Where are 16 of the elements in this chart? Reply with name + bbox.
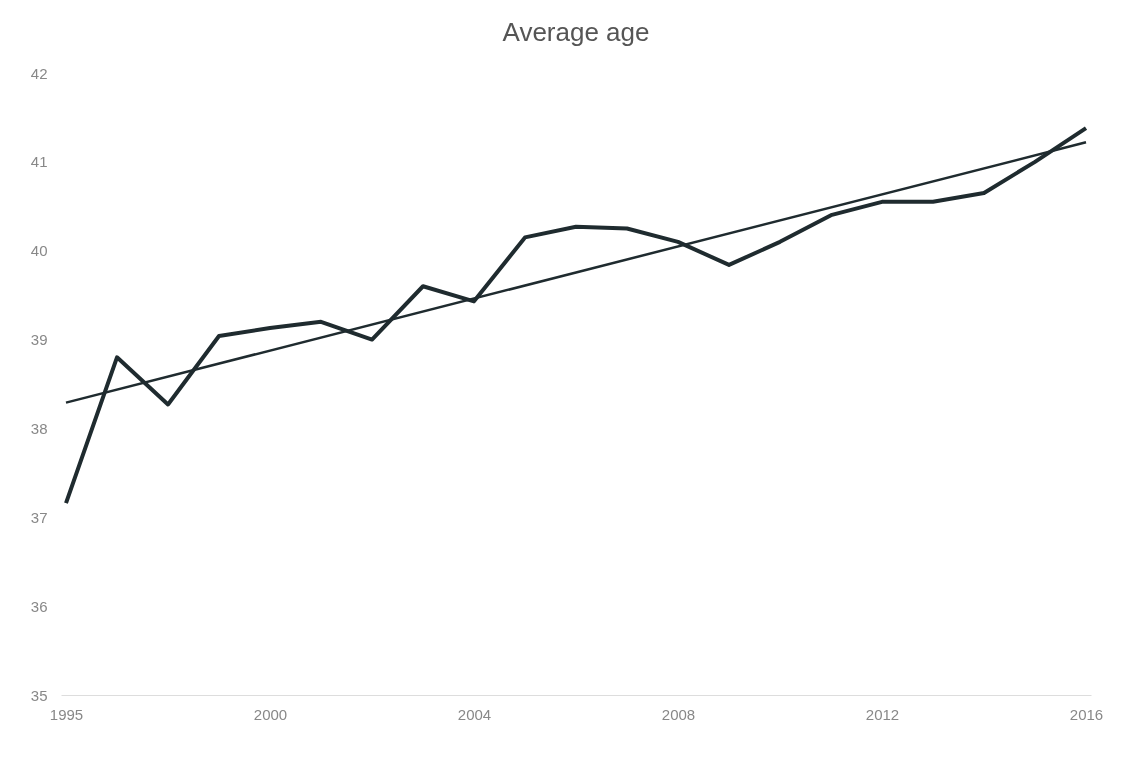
x-tick-label: 2000 <box>253 705 288 723</box>
y-tick-label: 40 <box>30 242 48 260</box>
y-tick-label: 38 <box>30 419 48 437</box>
x-tick-label: 2004 <box>457 705 492 723</box>
x-tick-label: 1995 <box>49 705 84 723</box>
y-tick-label: 39 <box>30 331 48 349</box>
chart-title: Average age <box>502 17 650 47</box>
x-tick-label: 2008 <box>661 705 696 723</box>
y-tick-label: 35 <box>30 686 48 704</box>
line-series <box>64 126 1088 506</box>
y-tick-label: 41 <box>30 153 48 171</box>
x-tick-label: 2016 <box>1069 705 1104 723</box>
y-tick-label: 42 <box>30 64 48 82</box>
y-tick-label: 36 <box>30 597 48 615</box>
x-tick-label: 2012 <box>865 705 900 723</box>
y-tick-label: 37 <box>30 508 48 526</box>
